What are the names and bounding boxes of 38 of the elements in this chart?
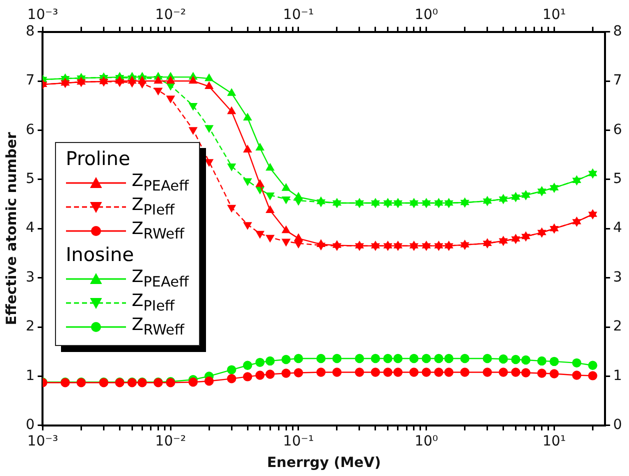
y-tick-label: 3 — [26, 269, 35, 286]
y2-tick-label: 4 — [613, 220, 622, 236]
y-axis-title: Effective atomic number — [4, 132, 20, 326]
annotation: Proline — [66, 147, 132, 171]
legend-label: Z$_{RWeff}$ — [132, 315, 184, 339]
y2-tick-label: 7 — [613, 72, 622, 89]
y-tick-label: 0 — [26, 417, 35, 434]
y2-tick-label: 0 — [613, 417, 622, 434]
y-tick-label: 2 — [26, 318, 35, 335]
legend-label: Z$_{PEAeff}$ — [132, 171, 189, 195]
legend-label: Z$_{PIeff}$ — [132, 195, 175, 219]
x-tick-label: 10⁻¹ — [283, 433, 314, 450]
y2-tick-label: 5 — [613, 171, 622, 188]
legend-label: Z$_{PEAeff}$ — [132, 267, 189, 291]
y2-tick-label: 8 — [613, 23, 622, 40]
x-tick-label: 10¹ — [542, 433, 566, 450]
legend-label: Z$_{PIeff}$ — [132, 291, 175, 315]
y-tick-label: 8 — [26, 23, 35, 40]
y-tick-label: 4 — [26, 220, 35, 236]
y2-tick-label: 6 — [613, 122, 622, 138]
x-tick-label: 10⁰ — [414, 433, 438, 450]
text: 10⁻³ — [27, 7, 58, 24]
text: 10⁰ — [414, 7, 438, 24]
text: 10⁻¹ — [283, 7, 314, 24]
y-tick-label: 7 — [26, 72, 35, 89]
text: 10¹ — [542, 7, 566, 24]
annotation: Inosine — [66, 243, 135, 267]
y2-tick-label: 3 — [613, 269, 622, 286]
x-tick-label: 10⁻² — [155, 433, 186, 450]
x-tick-label: 10⁻³ — [27, 433, 58, 450]
text: 10⁻² — [155, 7, 186, 24]
y2-tick-label: 1 — [613, 368, 622, 384]
y-tick-label: 1 — [26, 368, 35, 384]
x-axis-title: Enerrgy (MeV) — [266, 455, 381, 472]
y-tick-label: 6 — [26, 122, 35, 138]
legend-label: Z$_{RWeff}$ — [132, 219, 184, 243]
y-tick-label: 5 — [26, 171, 35, 188]
y2-tick-label: 2 — [613, 318, 622, 335]
